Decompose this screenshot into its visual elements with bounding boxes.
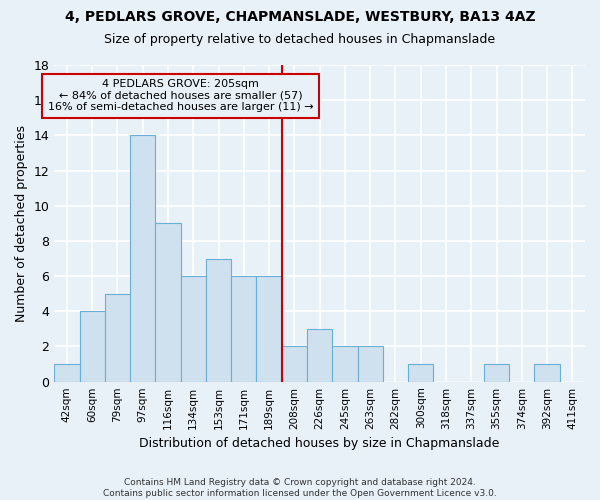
Bar [256, 276, 282, 382]
Text: Size of property relative to detached houses in Chapmanslade: Size of property relative to detached ho… [104, 32, 496, 46]
Bar [80, 312, 105, 382]
Bar [408, 364, 433, 382]
Bar [105, 294, 130, 382]
Bar [155, 224, 181, 382]
Bar [282, 346, 307, 382]
Y-axis label: Number of detached properties: Number of detached properties [15, 125, 28, 322]
Bar [181, 276, 206, 382]
Bar [332, 346, 358, 382]
Bar [206, 258, 231, 382]
Bar [231, 276, 256, 382]
Bar [54, 364, 80, 382]
Bar [130, 136, 155, 382]
X-axis label: Distribution of detached houses by size in Chapmanslade: Distribution of detached houses by size … [139, 437, 500, 450]
Bar [307, 329, 332, 382]
Bar [358, 346, 383, 382]
Text: 4, PEDLARS GROVE, CHAPMANSLADE, WESTBURY, BA13 4AZ: 4, PEDLARS GROVE, CHAPMANSLADE, WESTBURY… [65, 10, 535, 24]
Text: 4 PEDLARS GROVE: 205sqm
← 84% of detached houses are smaller (57)
16% of semi-de: 4 PEDLARS GROVE: 205sqm ← 84% of detache… [48, 79, 313, 112]
Bar [535, 364, 560, 382]
Text: Contains HM Land Registry data © Crown copyright and database right 2024.
Contai: Contains HM Land Registry data © Crown c… [103, 478, 497, 498]
Bar [484, 364, 509, 382]
